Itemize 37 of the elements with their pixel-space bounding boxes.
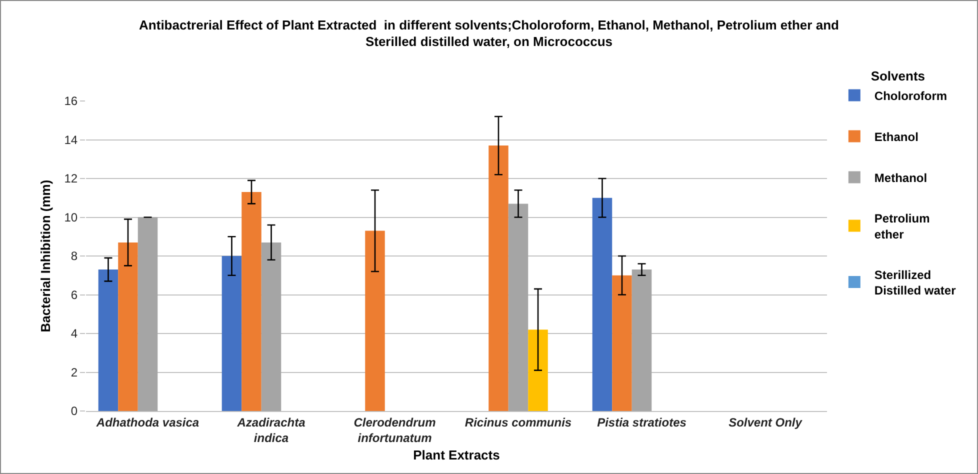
x-tick-label: Solvent Only — [728, 415, 804, 430]
y-tick-label: 8 — [70, 249, 78, 264]
x-axis-title: Plant Extracts — [413, 448, 500, 463]
chart-title: Antibactrerial Effect of Plant Extracted in different solvents;Choloroform, Ethanol, Methanol, Petrolium ether and Sterilled distilled water, on Micrococcus — [139, 17, 840, 50]
bar — [98, 270, 118, 411]
bar — [222, 256, 242, 411]
bar — [242, 192, 262, 411]
bar — [592, 198, 612, 411]
bar — [528, 330, 548, 411]
bar — [488, 146, 508, 411]
x-tick-label: Azadirachta indica — [236, 415, 306, 445]
legend-label: Choloroform — [874, 88, 948, 103]
legend-label: Methanol — [874, 170, 928, 185]
legend-title: Solvents — [870, 68, 926, 84]
bar — [612, 275, 632, 411]
y-tick-label: 12 — [64, 172, 78, 186]
x-tick-label: Pistia stratiotes — [597, 415, 687, 430]
bar — [118, 242, 138, 411]
y-tick-label: 0 — [70, 404, 78, 418]
bar — [632, 270, 652, 411]
y-tick-label: 2 — [70, 365, 78, 380]
y-tick-label: 4 — [70, 326, 78, 341]
y-axis-title: Bacterial Inhibition (mm) — [38, 180, 53, 332]
bar — [261, 242, 282, 411]
y-tick-label: 6 — [70, 288, 78, 302]
y-tick-label: 10 — [64, 210, 78, 224]
bar — [508, 204, 528, 411]
bar — [365, 230, 385, 411]
x-tick-label: Clerodendrum infortunatum — [354, 415, 436, 445]
y-tick-label: 14 — [64, 132, 78, 147]
legend-label: Petrolium ether — [874, 212, 930, 242]
legend-label: Ethanol — [874, 130, 918, 144]
legend-label: Sterillized Distilled water — [874, 268, 956, 298]
y-tick-label: 16 — [64, 94, 78, 108]
x-tick-label: Adhathoda vasica — [95, 415, 200, 430]
bar — [138, 217, 158, 411]
x-tick-label: Ricinus communis — [464, 415, 572, 430]
